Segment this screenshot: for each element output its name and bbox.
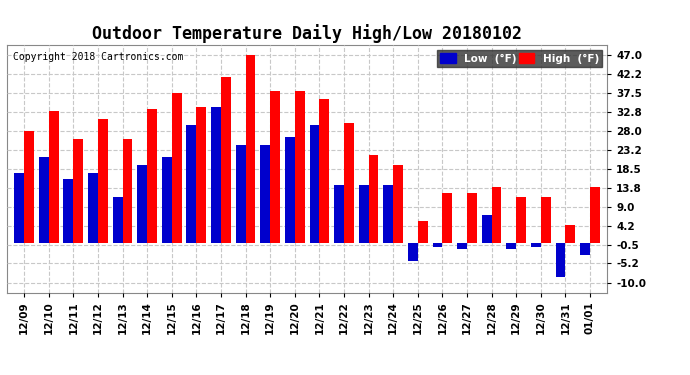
Bar <box>197 107 206 243</box>
Bar <box>319 99 329 243</box>
Bar <box>246 55 255 243</box>
Bar <box>236 145 246 243</box>
Bar <box>221 77 230 243</box>
Bar <box>417 220 428 243</box>
Bar <box>310 125 319 243</box>
Bar <box>531 243 541 247</box>
Bar <box>555 243 565 276</box>
Legend: Low  (°F), High  (°F): Low (°F), High (°F) <box>437 50 602 67</box>
Bar <box>211 107 221 243</box>
Bar <box>270 91 280 243</box>
Bar <box>63 179 73 243</box>
Bar <box>295 91 304 243</box>
Bar <box>491 187 502 243</box>
Bar <box>368 155 378 243</box>
Bar <box>73 139 83 243</box>
Bar <box>260 145 270 243</box>
Bar <box>14 173 24 243</box>
Text: Copyright 2018 Cartronics.com: Copyright 2018 Cartronics.com <box>13 53 184 62</box>
Bar <box>334 185 344 243</box>
Bar <box>24 131 34 243</box>
Bar <box>506 243 516 249</box>
Title: Outdoor Temperature Daily High/Low 20180102: Outdoor Temperature Daily High/Low 20180… <box>92 24 522 44</box>
Bar <box>442 193 452 243</box>
Bar <box>137 165 147 243</box>
Bar <box>433 243 442 247</box>
Bar <box>172 93 181 243</box>
Bar <box>565 225 575 243</box>
Bar <box>88 173 98 243</box>
Bar <box>162 157 172 243</box>
Bar <box>344 123 354 243</box>
Bar <box>359 185 368 243</box>
Bar <box>590 187 600 243</box>
Bar <box>112 197 123 243</box>
Bar <box>285 137 295 243</box>
Bar <box>186 125 197 243</box>
Bar <box>541 197 551 243</box>
Bar <box>39 157 49 243</box>
Bar <box>98 119 108 243</box>
Bar <box>457 243 467 249</box>
Bar <box>516 197 526 243</box>
Bar <box>467 193 477 243</box>
Bar <box>580 243 590 255</box>
Bar <box>393 165 403 243</box>
Bar <box>482 214 491 243</box>
Bar <box>49 111 59 243</box>
Bar <box>147 109 157 243</box>
Bar <box>123 139 132 243</box>
Bar <box>384 185 393 243</box>
Bar <box>408 243 417 261</box>
